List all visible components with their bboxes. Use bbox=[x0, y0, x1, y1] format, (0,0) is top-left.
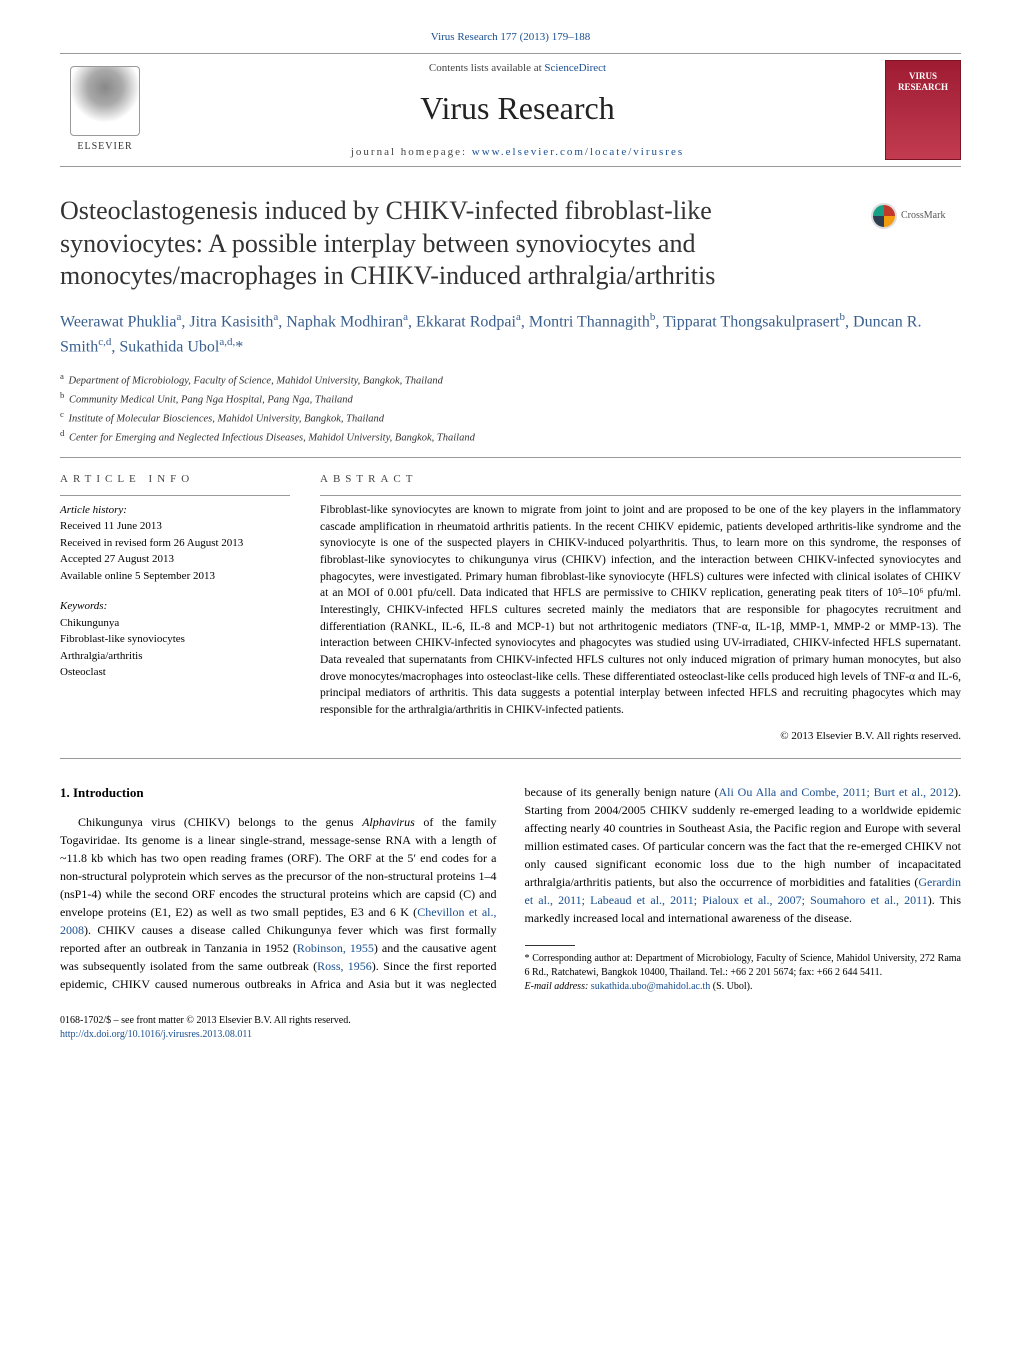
elsevier-tree-icon bbox=[70, 66, 140, 136]
crossmark-icon bbox=[871, 203, 897, 229]
history-online: Available online 5 September 2013 bbox=[60, 568, 290, 585]
contents-line: Contents lists available at ScienceDirec… bbox=[150, 61, 885, 76]
abstract-label: ABSTRACT bbox=[320, 472, 961, 487]
citation-header: Virus Research 177 (2013) 179–188 bbox=[60, 30, 961, 45]
masthead-center: Contents lists available at ScienceDirec… bbox=[150, 61, 885, 161]
keywords-block: Keywords: ChikungunyaFibroblast-like syn… bbox=[60, 598, 290, 681]
homepage-line: journal homepage: www.elsevier.com/locat… bbox=[150, 145, 885, 160]
affiliation-row: a Department of Microbiology, Faculty of… bbox=[60, 370, 961, 389]
citation-link[interactable]: Ali Ou Alla and Combe, 2011; Burt et al.… bbox=[718, 785, 954, 799]
issn-line: 0168-1702/$ – see front matter © 2013 El… bbox=[60, 1014, 961, 1028]
masthead: ELSEVIER Contents lists available at Sci… bbox=[60, 53, 961, 167]
keywords-label: Keywords: bbox=[60, 598, 290, 615]
info-abstract-row: ARTICLE INFO Article history: Received 1… bbox=[60, 472, 961, 745]
body-columns: 1. Introduction Chikungunya virus (CHIKV… bbox=[60, 783, 961, 994]
abstract-copyright: © 2013 Elsevier B.V. All rights reserved… bbox=[320, 729, 961, 744]
footnotes: * Corresponding author at: Department of… bbox=[525, 952, 962, 994]
article-title: Osteoclastogenesis induced by CHIKV-infe… bbox=[60, 195, 853, 293]
article-history-block: Article history: Received 11 June 2013 R… bbox=[60, 495, 290, 585]
email-post: (S. Ubol). bbox=[710, 981, 752, 992]
contents-prefix: Contents lists available at bbox=[429, 62, 544, 74]
journal-cover-thumb: VIRUS RESEARCH bbox=[885, 60, 961, 160]
sciencedirect-link[interactable]: ScienceDirect bbox=[544, 62, 606, 74]
keywords-list: ChikungunyaFibroblast-like synoviocytesA… bbox=[60, 615, 290, 681]
doi-link[interactable]: http://dx.doi.org/10.1016/j.virusres.201… bbox=[60, 1028, 961, 1042]
abstract-column: ABSTRACT Fibroblast-like synoviocytes ar… bbox=[320, 472, 961, 745]
cover-thumb-title: VIRUS RESEARCH bbox=[886, 71, 960, 93]
author-email[interactable]: sukathida.ubo@mahidol.ac.th bbox=[591, 981, 710, 992]
history-label: Article history: bbox=[60, 502, 290, 519]
corresponding-author: * Corresponding author at: Department of… bbox=[525, 952, 962, 980]
citation-link[interactable]: Robinson, 1955 bbox=[297, 941, 374, 955]
divider-full bbox=[60, 758, 961, 759]
keyword: Arthralgia/arthritis bbox=[60, 648, 290, 665]
crossmark-label: CrossMark bbox=[901, 209, 945, 223]
affiliation-row: d Center for Emerging and Neglected Infe… bbox=[60, 427, 961, 446]
crossmark-badge[interactable]: CrossMark bbox=[871, 203, 961, 229]
keyword: Osteoclast bbox=[60, 664, 290, 681]
journal-name: Virus Research bbox=[150, 86, 885, 131]
email-label: E-mail address: bbox=[525, 981, 591, 992]
citation-link[interactable]: Virus Research 177 (2013) 179–188 bbox=[431, 31, 590, 43]
author-list: Weerawat Phukliaa, Jitra Kasisitha, Naph… bbox=[60, 309, 961, 360]
article-info-label: ARTICLE INFO bbox=[60, 472, 290, 487]
keyword: Chikungunya bbox=[60, 615, 290, 632]
homepage-url[interactable]: www.elsevier.com/locate/virusres bbox=[472, 146, 684, 158]
publisher-name: ELSEVIER bbox=[77, 140, 132, 154]
footer-block: 0168-1702/$ – see front matter © 2013 El… bbox=[60, 1014, 961, 1042]
title-row: Osteoclastogenesis induced by CHIKV-infe… bbox=[60, 195, 961, 293]
affiliation-row: b Community Medical Unit, Pang Nga Hospi… bbox=[60, 389, 961, 408]
divider bbox=[60, 457, 961, 458]
section-heading: 1. Introduction bbox=[60, 783, 497, 803]
elsevier-logo: ELSEVIER bbox=[60, 60, 150, 160]
genus-name: Alphavirus bbox=[362, 815, 415, 829]
history-revised: Received in revised form 26 August 2013 bbox=[60, 535, 290, 552]
article-info-column: ARTICLE INFO Article history: Received 1… bbox=[60, 472, 290, 745]
affiliation-list: a Department of Microbiology, Faculty of… bbox=[60, 370, 961, 447]
affiliation-row: c Institute of Molecular Biosciences, Ma… bbox=[60, 408, 961, 427]
email-line: E-mail address: sukathida.ubo@mahidol.ac… bbox=[525, 980, 962, 994]
footnote-separator bbox=[525, 945, 575, 946]
homepage-label: journal homepage: bbox=[351, 146, 472, 158]
citation-link[interactable]: Ross, 1956 bbox=[317, 959, 372, 973]
history-received: Received 11 June 2013 bbox=[60, 518, 290, 535]
history-accepted: Accepted 27 August 2013 bbox=[60, 551, 290, 568]
keyword: Fibroblast-like synoviocytes bbox=[60, 631, 290, 648]
abstract-text: Fibroblast-like synoviocytes are known t… bbox=[320, 495, 961, 719]
